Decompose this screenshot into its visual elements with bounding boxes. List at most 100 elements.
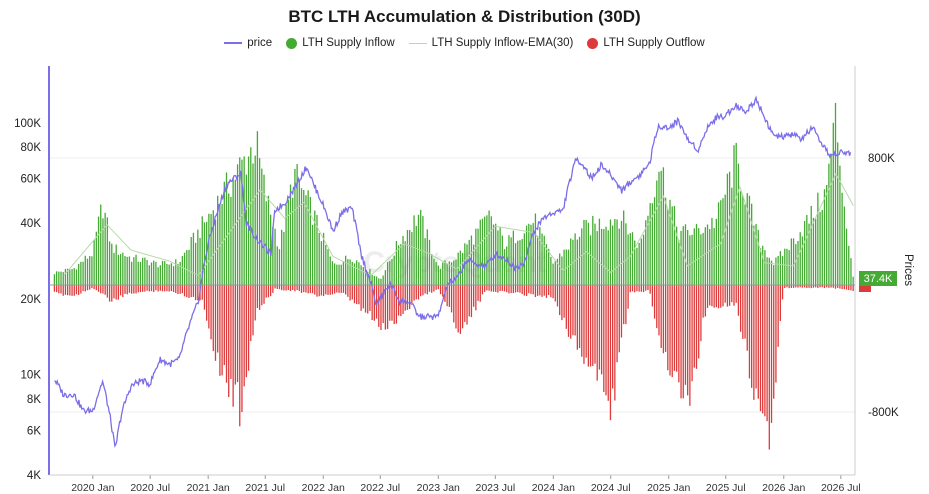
outflow-bar [329, 285, 331, 295]
inflow-bar [119, 253, 122, 285]
inflow-bar [689, 235, 691, 285]
outflow-bar [210, 285, 212, 340]
inflow-bar [250, 147, 252, 285]
inflow-bar [704, 227, 706, 285]
outflow-bar [395, 285, 398, 324]
inflow-bar [459, 250, 462, 285]
outflow-bar [243, 285, 245, 387]
outflow-bar [411, 285, 413, 304]
outflow-bar [406, 285, 409, 310]
outflow-bar [130, 285, 133, 294]
inflow-bar [329, 256, 331, 285]
outflow-bar [623, 285, 625, 325]
inflow-bar [311, 224, 314, 285]
inflow-bar [210, 214, 212, 285]
inflow-bar [409, 230, 411, 285]
y-left-tick-label: 4K [27, 470, 41, 482]
outflow-bar [711, 285, 713, 307]
legend-item-lth-inflow-ema[interactable]: LTH Supply Inflow-EMA(30) [408, 37, 573, 49]
outflow-bar [157, 285, 159, 292]
outflow-bar [594, 285, 596, 364]
inflow-bar [722, 198, 724, 285]
outflow-bar [472, 285, 475, 307]
outflow-bar [823, 285, 826, 289]
ema-series-line [63, 172, 854, 277]
outflow-bar [843, 285, 845, 290]
inflow-bar [806, 215, 808, 285]
inflow-bar [84, 255, 86, 285]
inflow-bar [550, 256, 552, 285]
x-tick-label: 2020 Jul [130, 482, 170, 494]
inflow-bar [144, 257, 146, 285]
inflow-bar [797, 240, 799, 285]
inflow-bar [435, 262, 437, 285]
inflow-bar [190, 237, 192, 285]
legend-item-lth-inflow[interactable]: LTH Supply Inflow [286, 37, 395, 49]
outflow-bar [768, 285, 770, 450]
outflow-bar [283, 285, 285, 291]
outflow-bar [358, 285, 360, 305]
inflow-bar [581, 228, 583, 285]
inflow-bar [759, 248, 762, 285]
inflow-bar [660, 170, 662, 285]
inflow-bar [766, 257, 768, 285]
inflow-bar [828, 163, 830, 285]
inflow-bar [340, 264, 342, 285]
inflow-bar [453, 260, 455, 285]
outflow-bar [702, 285, 704, 318]
inflow-bar [353, 263, 356, 285]
outflow-bar [625, 285, 627, 325]
outflow-bar [669, 285, 671, 376]
inflow-bar [203, 222, 206, 285]
inflow-bar [576, 239, 578, 285]
inflow-bar [647, 215, 649, 285]
inflow-bar [649, 203, 651, 285]
outflow-bar [852, 285, 854, 292]
inflow-bar [786, 248, 788, 285]
inflow-bar [153, 260, 155, 285]
inflow-bar [810, 205, 812, 285]
inflow-bar [578, 236, 581, 285]
axes [48, 66, 856, 479]
outflow-bar [466, 285, 468, 325]
outflow-bar [497, 285, 499, 293]
outflow-bar [814, 285, 817, 288]
legend-item-lth-outflow[interactable]: LTH Supply Outflow [587, 37, 705, 49]
inflow-bar [532, 223, 534, 285]
y-right-tick-label: -800K [868, 407, 899, 419]
outflow-bar [124, 285, 126, 294]
legend-item-price[interactable]: price [224, 37, 272, 49]
outflow-bar [459, 285, 462, 334]
outflow-bar [170, 285, 173, 292]
outflow-bar [159, 285, 161, 291]
outflow-bar [735, 285, 737, 303]
inflow-bar [236, 164, 239, 285]
outflow-bar [148, 285, 150, 292]
inflow-bar [713, 227, 715, 285]
inflow-bar [534, 213, 537, 285]
inflow-bar [799, 232, 801, 285]
outflow-bar [706, 285, 709, 308]
outflow-bar [689, 285, 691, 406]
inflow-bar [384, 270, 387, 285]
inflow-bar [263, 174, 265, 285]
inflow-bar [276, 246, 278, 285]
outflow-bar [600, 285, 603, 375]
outflow-bar [806, 285, 808, 289]
outflow-bar [576, 285, 578, 350]
outflow-bar [810, 285, 812, 289]
inflow-bar [150, 262, 153, 285]
outflow-bar [673, 285, 676, 371]
inflow-bar [545, 244, 548, 285]
inflow-bar [735, 142, 737, 285]
outflow-bar [287, 285, 289, 291]
inflow-bar [146, 260, 148, 285]
y-left-tick-label: 20K [21, 294, 42, 306]
inflow-bar [803, 220, 806, 285]
inflow-bar [559, 253, 561, 285]
outflow-bar [78, 285, 80, 295]
inflow-bar [347, 259, 349, 285]
outflow-bar [693, 285, 695, 368]
legend-price-swatch [224, 42, 243, 44]
